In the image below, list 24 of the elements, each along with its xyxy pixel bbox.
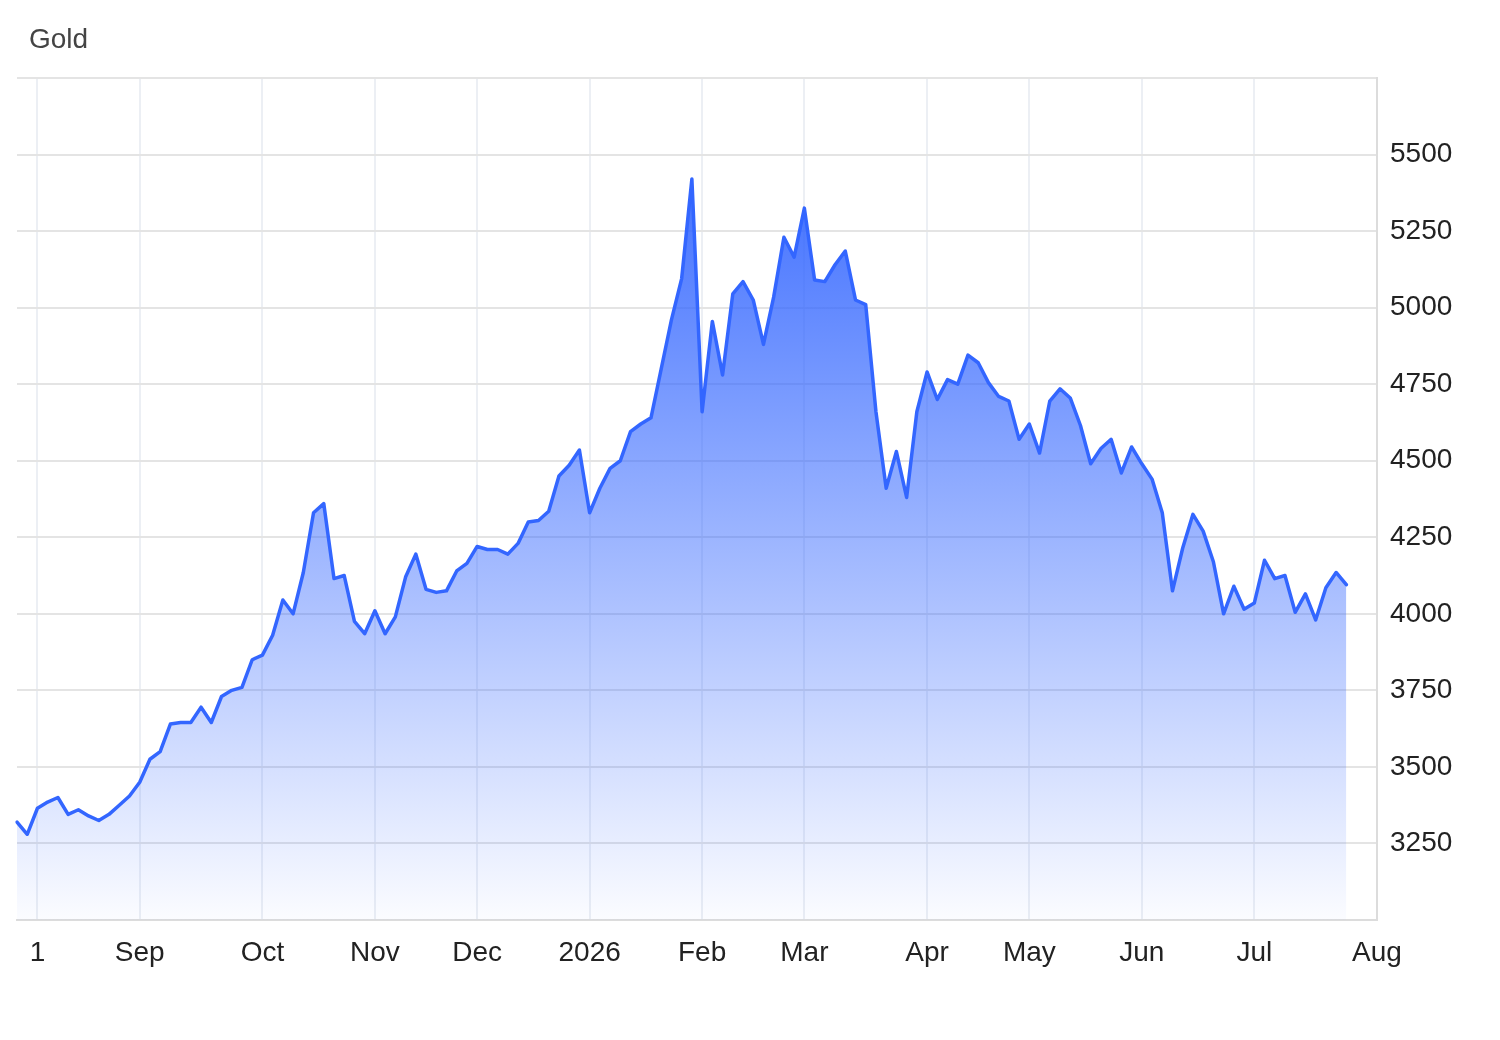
- x-tick-label: Jun: [1119, 935, 1165, 967]
- x-tick-label: Aug: [1352, 935, 1402, 967]
- x-tick-label: 2026: [558, 935, 621, 967]
- x-tick-label: Oct: [240, 935, 285, 967]
- x-tick-label: May: [1002, 935, 1056, 967]
- x-tick-label: Dec: [452, 935, 503, 967]
- y-tick-label: 4250: [1390, 519, 1453, 551]
- y-tick-label: 5500: [1390, 137, 1453, 169]
- x-tick-label: 1: [29, 935, 46, 967]
- y-tick-label: 3250: [1390, 826, 1453, 858]
- x-tick-label: Feb: [677, 935, 727, 967]
- x-tick-label: Jul: [1236, 935, 1273, 967]
- y-tick-label: 5250: [1390, 213, 1453, 245]
- x-tick-label: Mar: [780, 935, 829, 967]
- y-tick-label: 5000: [1390, 290, 1453, 322]
- x-tick-label: Sep: [114, 935, 165, 967]
- y-tick-label: 4500: [1390, 443, 1453, 475]
- y-tick-label: 4000: [1390, 596, 1453, 628]
- y-tick-label: 3500: [1390, 749, 1453, 781]
- chart-title: Gold: [29, 22, 89, 56]
- x-tick-label: Nov: [350, 935, 400, 967]
- x-tick-label: Apr: [905, 935, 949, 967]
- y-tick-label: 3750: [1390, 673, 1453, 705]
- y-tick-label: 4750: [1390, 366, 1453, 398]
